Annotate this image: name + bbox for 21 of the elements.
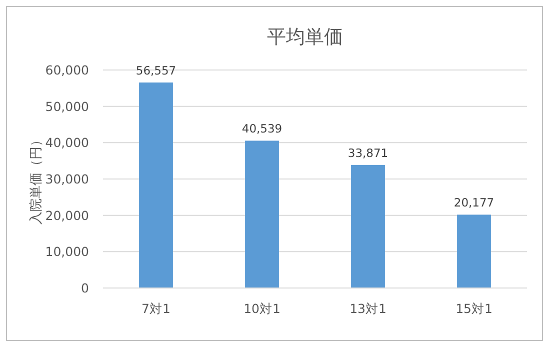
x-tick-label: 15対1	[456, 301, 492, 316]
data-label: 40,539	[242, 122, 282, 136]
y-tick-label: 0	[81, 280, 90, 296]
x-tick-label: 7対1	[142, 301, 170, 316]
bar	[457, 214, 491, 288]
y-tick-label: 30,000	[45, 172, 90, 186]
y-tick-label: 10,000	[45, 244, 90, 260]
data-label: 56,557	[136, 64, 176, 78]
bar	[245, 140, 279, 288]
data-label: 33,871	[348, 146, 388, 160]
data-label: 20,177	[454, 196, 494, 210]
y-tick-label: 20,000	[45, 208, 90, 223]
y-axis-title: 入院単価（円）	[29, 134, 44, 224]
bar	[139, 82, 173, 288]
x-tick-label: 13対1	[350, 301, 386, 316]
y-tick-label: 50,000	[45, 98, 90, 114]
y-tick-label: 40,000	[45, 135, 90, 150]
chart-title: 平均単価	[267, 26, 343, 48]
bar	[351, 164, 385, 288]
x-tick-label: 10対1	[244, 301, 280, 316]
y-tick-label: 60,000	[45, 62, 90, 78]
